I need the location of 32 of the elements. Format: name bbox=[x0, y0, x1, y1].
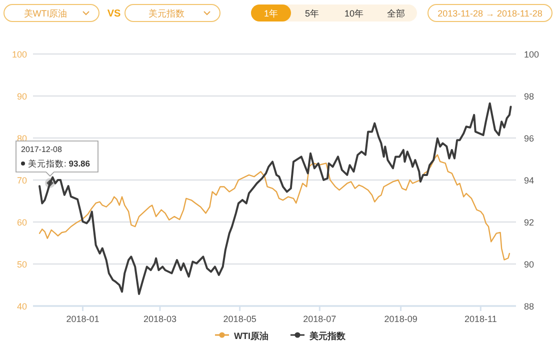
y2-tick-label: 90 bbox=[524, 260, 534, 270]
text: VS bbox=[107, 8, 121, 20]
text: 美WTI原油 bbox=[24, 8, 68, 18]
annotation: 2017-12-08 美元指数: 93.86 bbox=[21, 145, 90, 168]
y-tick-label: 60 bbox=[16, 218, 27, 228]
y-tick-label: 40 bbox=[16, 302, 27, 312]
text: 2013-11-28 → 2018-11-28 bbox=[438, 8, 542, 18]
y2-tick-label: 92 bbox=[524, 218, 534, 228]
x-tick-label: 2018-11 bbox=[464, 314, 497, 324]
line-series bbox=[38, 154, 510, 260]
text: 5年 bbox=[304, 8, 320, 18]
y-tick-label: 90 bbox=[16, 92, 27, 102]
x-tick-label: 2018-01 bbox=[66, 314, 100, 324]
text: 全部 bbox=[387, 8, 405, 18]
x-tick-label: 2018-03 bbox=[143, 314, 176, 324]
y2-tick-label: 98 bbox=[524, 92, 534, 102]
text: 美元指数 bbox=[148, 8, 184, 18]
text: 1年 bbox=[264, 8, 278, 18]
y2-tick-label: 94 bbox=[524, 176, 534, 186]
x-tick-label: 2018-05 bbox=[223, 314, 256, 324]
y-tick-label: 100 bbox=[12, 50, 27, 60]
y-tick-label: 70 bbox=[16, 176, 27, 186]
y-tick-label: 50 bbox=[16, 260, 27, 270]
text: 10年 bbox=[344, 8, 364, 18]
tooltip: 2017-12-08 美元指数: 93.86 bbox=[16, 140, 98, 177]
y2-tick-label: 100 bbox=[524, 50, 540, 60]
legend-label: WTI原油 bbox=[234, 331, 268, 341]
x-tick-label: 2018-09 bbox=[384, 314, 418, 324]
x-tick-label: 2018-07 bbox=[303, 314, 336, 324]
legend-label: 美元指数 bbox=[308, 331, 346, 341]
y2-tick-label: 88 bbox=[524, 302, 534, 312]
y2-tick-label: 96 bbox=[524, 134, 534, 144]
